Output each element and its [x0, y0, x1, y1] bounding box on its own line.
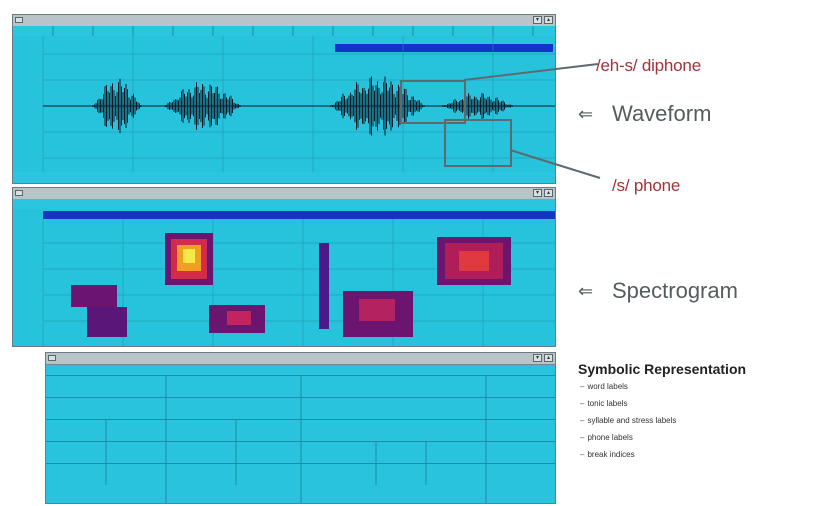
maximize-icon[interactable]: ▴ — [544, 16, 553, 24]
spectrogram-window[interactable]: ▾ ▴ — [12, 187, 556, 347]
spectrogram-selection-bar[interactable] — [43, 211, 555, 219]
waveform-window[interactable]: ▾ ▴ — [12, 14, 556, 184]
spectrogram-arrow-icon: ⇐ — [578, 281, 594, 301]
waveform-plot[interactable] — [13, 26, 556, 184]
minimize-icon[interactable]: ▾ — [533, 354, 542, 362]
symbolic-item: – syllable and stress labels — [580, 416, 677, 425]
spectrogram-plot[interactable] — [13, 199, 556, 347]
waveform-caption: Waveform — [612, 101, 712, 126]
waveform-arrow-icon: ⇐ — [578, 104, 594, 124]
phone-annotation: /s/ phone — [612, 176, 681, 195]
symbolic-item: – phone labels — [580, 433, 633, 442]
waveform-signal — [92, 76, 513, 136]
minimize-icon[interactable]: ▾ — [533, 189, 542, 197]
label-window[interactable]: ▾ ▴ — [45, 352, 556, 504]
diphone-box — [400, 80, 466, 124]
maximize-icon[interactable]: ▴ — [544, 354, 553, 362]
selection-bar[interactable] — [335, 44, 553, 52]
time-ruler — [13, 26, 555, 36]
tier-boundaries — [105, 375, 487, 503]
spectrogram-ruler — [13, 199, 555, 209]
diphone-annotation: /eh-s/ diphone — [596, 56, 701, 75]
spectral-energy — [71, 233, 511, 337]
phone-box — [444, 119, 512, 167]
symbolic-item: – break indices — [580, 450, 635, 459]
maximize-icon[interactable]: ▴ — [544, 189, 553, 197]
window-menu-icon[interactable] — [15, 17, 23, 23]
minimize-icon[interactable]: ▾ — [533, 16, 542, 24]
symbolic-item: – tonic labels — [580, 399, 628, 408]
symbolic-item: – word labels — [580, 382, 628, 391]
ruler-ticks — [52, 26, 534, 36]
phone-connector — [509, 149, 601, 179]
label-titlebar[interactable]: ▾ ▴ — [46, 353, 555, 365]
spectrogram-caption: Spectrogram — [612, 278, 738, 303]
window-menu-icon[interactable] — [48, 355, 56, 361]
window-menu-icon[interactable] — [15, 190, 23, 196]
diphone-connector — [463, 63, 599, 81]
bottom-ruler — [13, 172, 555, 183]
symbolic-representation-title: Symbolic Representation — [578, 361, 747, 377]
